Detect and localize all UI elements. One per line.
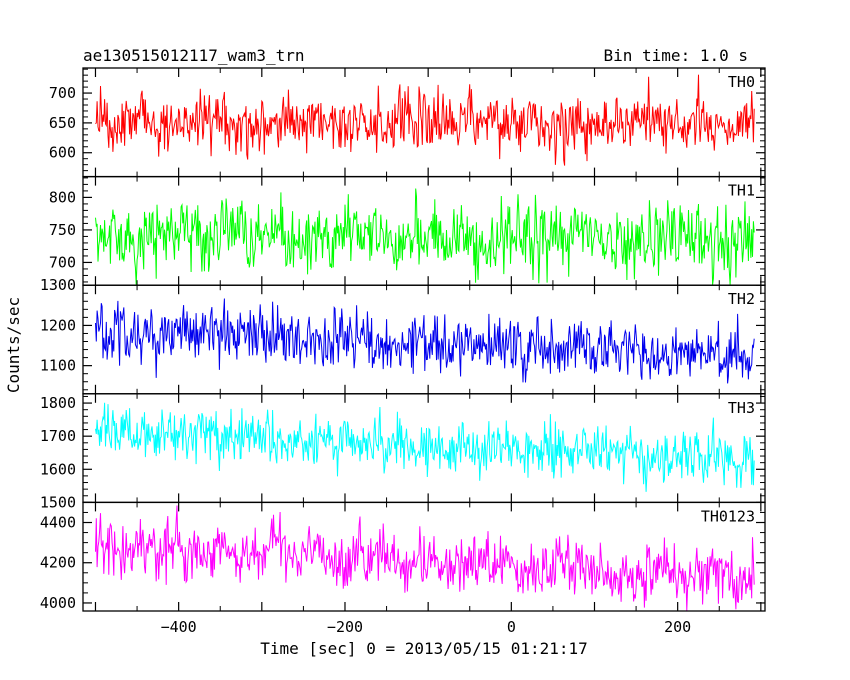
- y-tick-label: 600: [49, 144, 76, 162]
- series-line-th2: [95, 298, 755, 384]
- series-line-th3: [95, 402, 755, 492]
- series-line-th1: [95, 188, 755, 285]
- panel-th2: 1100 1200 1300 TH2: [40, 276, 766, 395]
- x-tick-label: −200: [327, 618, 363, 636]
- y-tick-label: 650: [49, 114, 76, 132]
- y-tick-label: 4400: [40, 514, 76, 532]
- chart-title: ae130515012117_wam3_trn: [83, 46, 305, 65]
- y-tick-label: 1300: [40, 276, 76, 294]
- y-tick-label: 1500: [40, 493, 76, 511]
- y-tick-label: 4000: [40, 594, 76, 612]
- y-axis-label: Counts/sec: [4, 297, 23, 393]
- panel-label-th1: TH1: [728, 182, 755, 200]
- panel-frame: [82, 67, 766, 178]
- panel-th0123: 4000 4200 4400 TH0123: [40, 501, 766, 612]
- y-tick-label: 800: [49, 188, 76, 206]
- panel-th3: 1500 1600 1700 1800 TH3: [40, 393, 766, 511]
- panel-frame: [82, 501, 766, 612]
- x-tick-label: 200: [664, 618, 691, 636]
- x-axis-label: Time [sec] 0 = 2013/05/15 01:21:17: [260, 639, 588, 658]
- x-tick-label: −400: [161, 618, 197, 636]
- y-tick-label: 4200: [40, 554, 76, 572]
- y-tick-label: 1800: [40, 394, 76, 412]
- panel-th0: 600 650 700 TH0: [49, 67, 766, 178]
- panel-th1: 700 750 800 TH1: [49, 175, 766, 286]
- y-tick-label: 750: [49, 221, 76, 239]
- panel-label-th2: TH2: [728, 290, 755, 308]
- y-tick-label: 700: [49, 253, 76, 271]
- y-tick-label: 1600: [40, 460, 76, 478]
- panel-label-th3: TH3: [728, 399, 755, 417]
- y-tick-label: 700: [49, 84, 76, 102]
- series-line-th0: [95, 74, 755, 166]
- series-line-th0123: [95, 505, 755, 611]
- panel-label-th0123: TH0123: [701, 507, 755, 525]
- panel-label-th0: TH0: [728, 73, 755, 91]
- y-tick-label: 1700: [40, 427, 76, 445]
- bin-time-label: Bin time: 1.0 s: [604, 46, 749, 65]
- y-tick-label: 1200: [40, 316, 76, 334]
- y-tick-label: 1100: [40, 357, 76, 375]
- x-tick-label: 0: [507, 618, 516, 636]
